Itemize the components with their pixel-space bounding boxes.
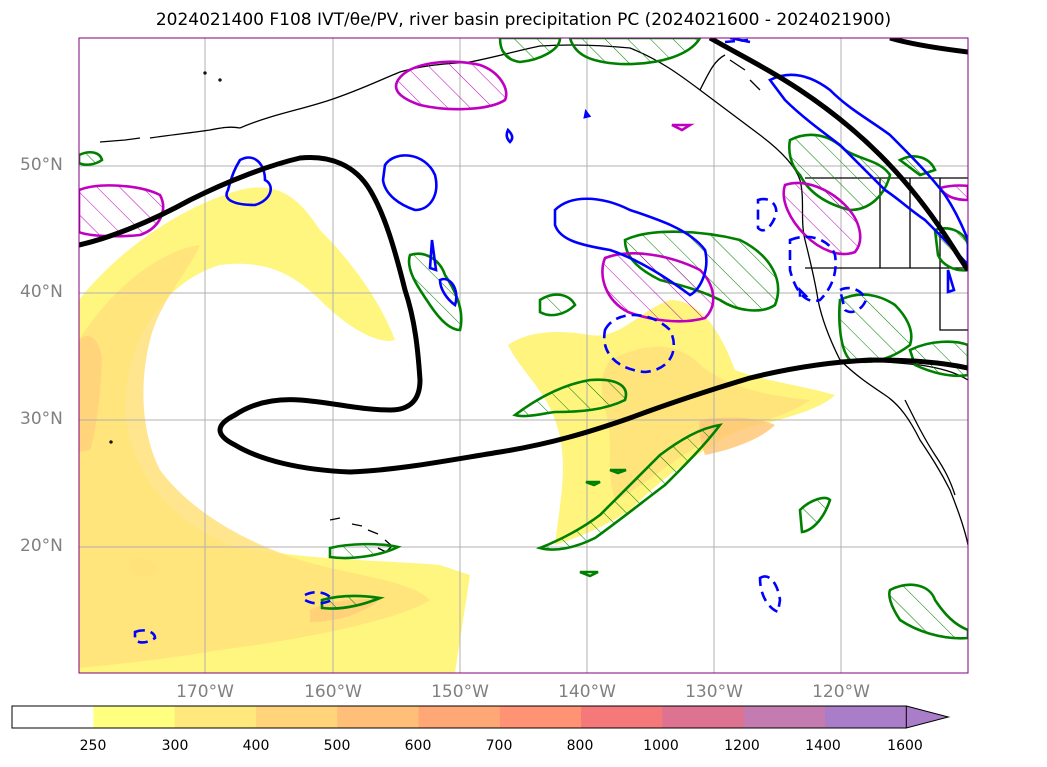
lon-label-120w: 120°W — [812, 682, 870, 702]
lat-label-40n: 40°N — [20, 282, 63, 302]
colorbar-label-400: 400 — [242, 738, 270, 754]
lat-label-50n: 50°N — [20, 155, 63, 175]
colorbar-segment — [581, 706, 663, 728]
colorbar-label-1000: 1000 — [643, 738, 679, 754]
colorbar-label-500: 500 — [323, 738, 351, 754]
lon-label-140w: 140°W — [558, 682, 616, 702]
colorbar-segment — [337, 706, 419, 728]
colorbar-segment — [499, 706, 582, 728]
colorbar-segment — [255, 706, 338, 728]
colorbar-segment — [825, 706, 907, 728]
colorbar-label-300: 300 — [161, 738, 189, 754]
colorbar-label-1200: 1200 — [724, 738, 760, 754]
colorbar-segment — [174, 706, 257, 728]
colorbar-label-600: 600 — [404, 738, 432, 754]
colorbar-label-1400: 1400 — [805, 738, 841, 754]
colorbar-segment — [743, 706, 826, 728]
pv-contours — [225, 38, 968, 308]
colorbar-label-1600: 1600 — [887, 738, 923, 754]
lat-label-20n: 20°N — [20, 536, 63, 556]
pv-negative-contours — [133, 38, 868, 644]
lon-label-130w: 130°W — [685, 682, 743, 702]
colorbar-segment — [93, 706, 176, 728]
lon-label-160w: 160°W — [304, 682, 362, 702]
map-frame — [78, 37, 969, 674]
colorbar-label-700: 700 — [485, 738, 513, 754]
colorbar-segment — [12, 706, 94, 728]
lat-label-30n: 30°N — [20, 409, 63, 429]
colorbar-segment — [662, 706, 745, 728]
colorbar-outline — [11, 705, 907, 729]
map-title: 2024021400 F108 IVT/θe/PV, river basin p… — [155, 10, 892, 30]
precip-green-contours — [79, 38, 968, 640]
lon-label-150w: 150°W — [431, 682, 489, 702]
theta-e-contours — [79, 38, 968, 475]
colorbar-label-800: 800 — [566, 738, 594, 754]
colorbar-label-250: 250 — [79, 738, 107, 754]
colorbar-extend-arrow — [905, 705, 951, 729]
lon-label-170w: 170°W — [176, 682, 234, 702]
colorbar-segment — [418, 706, 501, 728]
